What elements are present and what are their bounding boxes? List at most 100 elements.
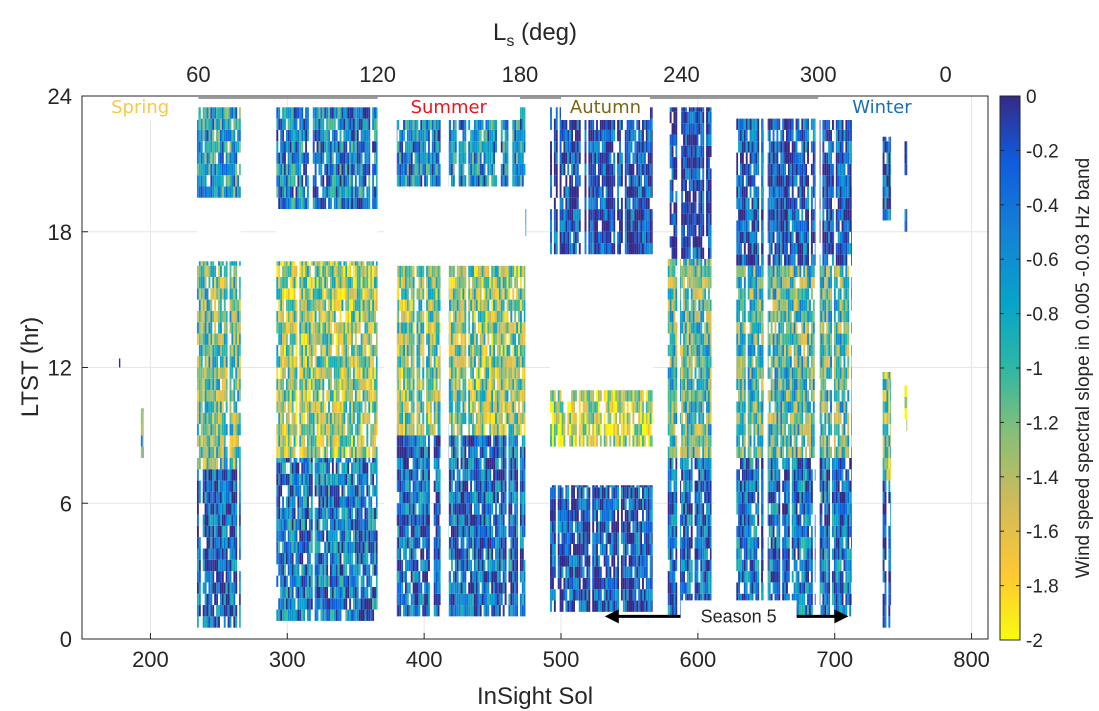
heatmap-cell bbox=[316, 575, 319, 587]
heatmap-cell bbox=[210, 152, 213, 164]
heatmap-cell bbox=[212, 401, 215, 413]
heatmap-cell bbox=[239, 458, 241, 470]
heatmap-cell bbox=[483, 446, 486, 458]
heatmap-cell bbox=[496, 435, 499, 447]
heatmap-cell bbox=[198, 322, 201, 334]
heatmap-cell bbox=[416, 412, 419, 425]
heatmap-cell bbox=[502, 299, 505, 311]
heatmap-cell bbox=[412, 469, 415, 481]
heatmap-cell bbox=[464, 277, 467, 289]
heatmap-cell bbox=[297, 141, 300, 153]
heatmap-cell bbox=[318, 277, 321, 289]
heatmap-cell bbox=[198, 390, 201, 402]
heatmap-cell bbox=[427, 401, 430, 413]
heatmap-cell bbox=[345, 186, 348, 198]
heatmap-cell bbox=[374, 129, 376, 142]
heatmap-cell bbox=[276, 609, 279, 621]
heatmap-cell bbox=[496, 605, 499, 617]
heatmap-cell bbox=[489, 356, 492, 368]
heatmap-cell bbox=[337, 575, 340, 587]
heatmap-cell bbox=[196, 288, 199, 300]
heatmap-cell bbox=[200, 322, 203, 334]
heatmap-cell bbox=[318, 261, 321, 266]
heatmap-cell bbox=[502, 175, 505, 187]
heatmap-cell bbox=[368, 609, 371, 621]
heatmap-cell bbox=[518, 344, 520, 357]
heatmap-cell bbox=[206, 469, 209, 481]
heatmap-cell bbox=[341, 265, 344, 277]
heatmap-cell bbox=[519, 288, 522, 300]
heatmap-cell bbox=[229, 480, 232, 492]
heatmap-cell bbox=[452, 152, 455, 164]
heatmap-cell bbox=[458, 378, 461, 391]
heatmap-cell bbox=[449, 152, 451, 164]
heatmap-cell bbox=[414, 152, 417, 164]
heatmap-cell bbox=[487, 118, 490, 130]
heatmap-cell bbox=[324, 609, 327, 621]
heatmap-cell bbox=[301, 141, 304, 153]
heatmap-cell bbox=[214, 175, 217, 187]
heatmap-cell bbox=[352, 496, 355, 508]
heatmap-cell bbox=[489, 537, 492, 549]
heatmap-cell bbox=[514, 265, 517, 277]
heatmap-cell bbox=[293, 496, 296, 508]
heatmap-cell bbox=[310, 424, 313, 436]
heatmap-cell bbox=[212, 333, 215, 345]
heatmap-cell bbox=[450, 141, 453, 153]
heatmap-cell bbox=[351, 496, 353, 508]
heatmap-cell bbox=[308, 277, 311, 289]
heatmap-cell bbox=[354, 401, 357, 413]
heatmap-cell bbox=[456, 514, 459, 526]
heatmap-cell bbox=[422, 129, 425, 142]
heatmap-cell bbox=[399, 548, 402, 560]
heatmap-cell bbox=[426, 469, 428, 481]
heatmap-cell bbox=[370, 367, 373, 379]
heatmap-cell bbox=[214, 559, 217, 572]
heatmap-cell bbox=[287, 412, 290, 425]
heatmap-cell bbox=[412, 446, 415, 458]
heatmap-cell bbox=[280, 118, 283, 130]
heatmap-cell bbox=[280, 333, 283, 345]
heatmap-cell bbox=[498, 424, 501, 436]
heatmap-cell bbox=[410, 424, 413, 436]
heatmap-cell bbox=[214, 525, 217, 538]
heatmap-cell bbox=[496, 548, 499, 560]
heatmap-cell bbox=[433, 356, 436, 368]
heatmap-cell bbox=[374, 197, 376, 210]
heatmap-cell bbox=[293, 412, 296, 425]
heatmap-cell bbox=[433, 163, 436, 176]
heatmap-cell bbox=[352, 152, 355, 164]
heatmap-cell bbox=[196, 310, 199, 323]
heatmap-cell bbox=[314, 598, 317, 610]
heatmap-cell bbox=[237, 344, 240, 357]
heatmap-cell bbox=[308, 519, 311, 531]
heatmap-cell bbox=[310, 586, 313, 599]
heatmap-cell bbox=[408, 322, 411, 334]
heatmap-cell bbox=[306, 586, 309, 599]
heatmap-cell bbox=[287, 118, 290, 130]
heatmap-cell bbox=[337, 344, 340, 357]
heatmap-cell bbox=[500, 435, 503, 447]
heatmap-cell bbox=[333, 378, 336, 391]
heatmap-cell bbox=[408, 548, 411, 560]
heatmap-cell bbox=[204, 412, 207, 425]
heatmap-cell bbox=[335, 288, 338, 300]
heatmap-cell bbox=[345, 507, 348, 520]
heatmap-cell bbox=[347, 462, 350, 474]
heatmap-cell bbox=[493, 559, 496, 572]
heatmap-cell bbox=[343, 473, 346, 486]
heatmap-cell bbox=[366, 261, 369, 266]
heatmap-cell bbox=[314, 609, 317, 621]
heatmap-cell bbox=[426, 548, 428, 560]
heatmap-cell bbox=[403, 277, 405, 289]
heatmap-cell bbox=[320, 378, 323, 391]
heatmap-cell bbox=[508, 424, 511, 436]
heatmap-cell bbox=[306, 598, 309, 610]
heatmap-cell bbox=[406, 175, 409, 187]
heatmap-cell bbox=[454, 344, 457, 357]
heatmap-cell bbox=[356, 378, 359, 391]
heatmap-cell bbox=[408, 390, 411, 402]
heatmap-cell bbox=[519, 310, 522, 323]
heatmap-cell bbox=[519, 356, 522, 368]
heatmap-cell bbox=[196, 333, 199, 345]
